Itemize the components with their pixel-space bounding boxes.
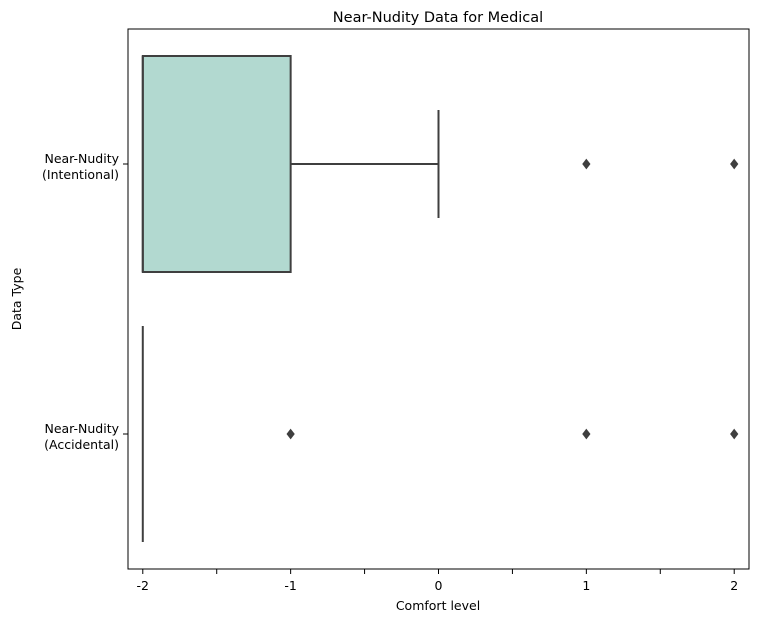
outlier-point bbox=[730, 428, 739, 440]
iqr-box bbox=[141, 55, 292, 273]
x-tick-label: 1 bbox=[582, 578, 590, 593]
outlier-point bbox=[582, 158, 591, 170]
x-axis-label: Comfort level bbox=[396, 598, 480, 613]
plot-area bbox=[141, 55, 739, 542]
outlier-point bbox=[582, 428, 591, 440]
axes: Near-Nudity(Intentional)Near-Nudity(Acci… bbox=[42, 151, 738, 593]
y-tick-label: (Intentional) bbox=[42, 167, 119, 182]
outlier-point bbox=[730, 158, 739, 170]
x-tick-label: -1 bbox=[284, 578, 296, 593]
x-tick-label: 2 bbox=[730, 578, 738, 593]
y-tick-label: Near-Nudity bbox=[44, 421, 119, 436]
y-tick-label: Near-Nudity bbox=[44, 151, 119, 166]
y-tick-label: (Accidental) bbox=[44, 437, 119, 452]
chart-title: Near-Nudity Data for Medical bbox=[333, 10, 543, 26]
y-axis-label: Data Type bbox=[9, 267, 24, 330]
x-tick-label: 0 bbox=[435, 578, 443, 593]
box-group-1 bbox=[141, 326, 739, 542]
box-group-0 bbox=[141, 55, 739, 273]
x-tick-label: -2 bbox=[137, 578, 149, 593]
outlier-point bbox=[286, 428, 295, 440]
